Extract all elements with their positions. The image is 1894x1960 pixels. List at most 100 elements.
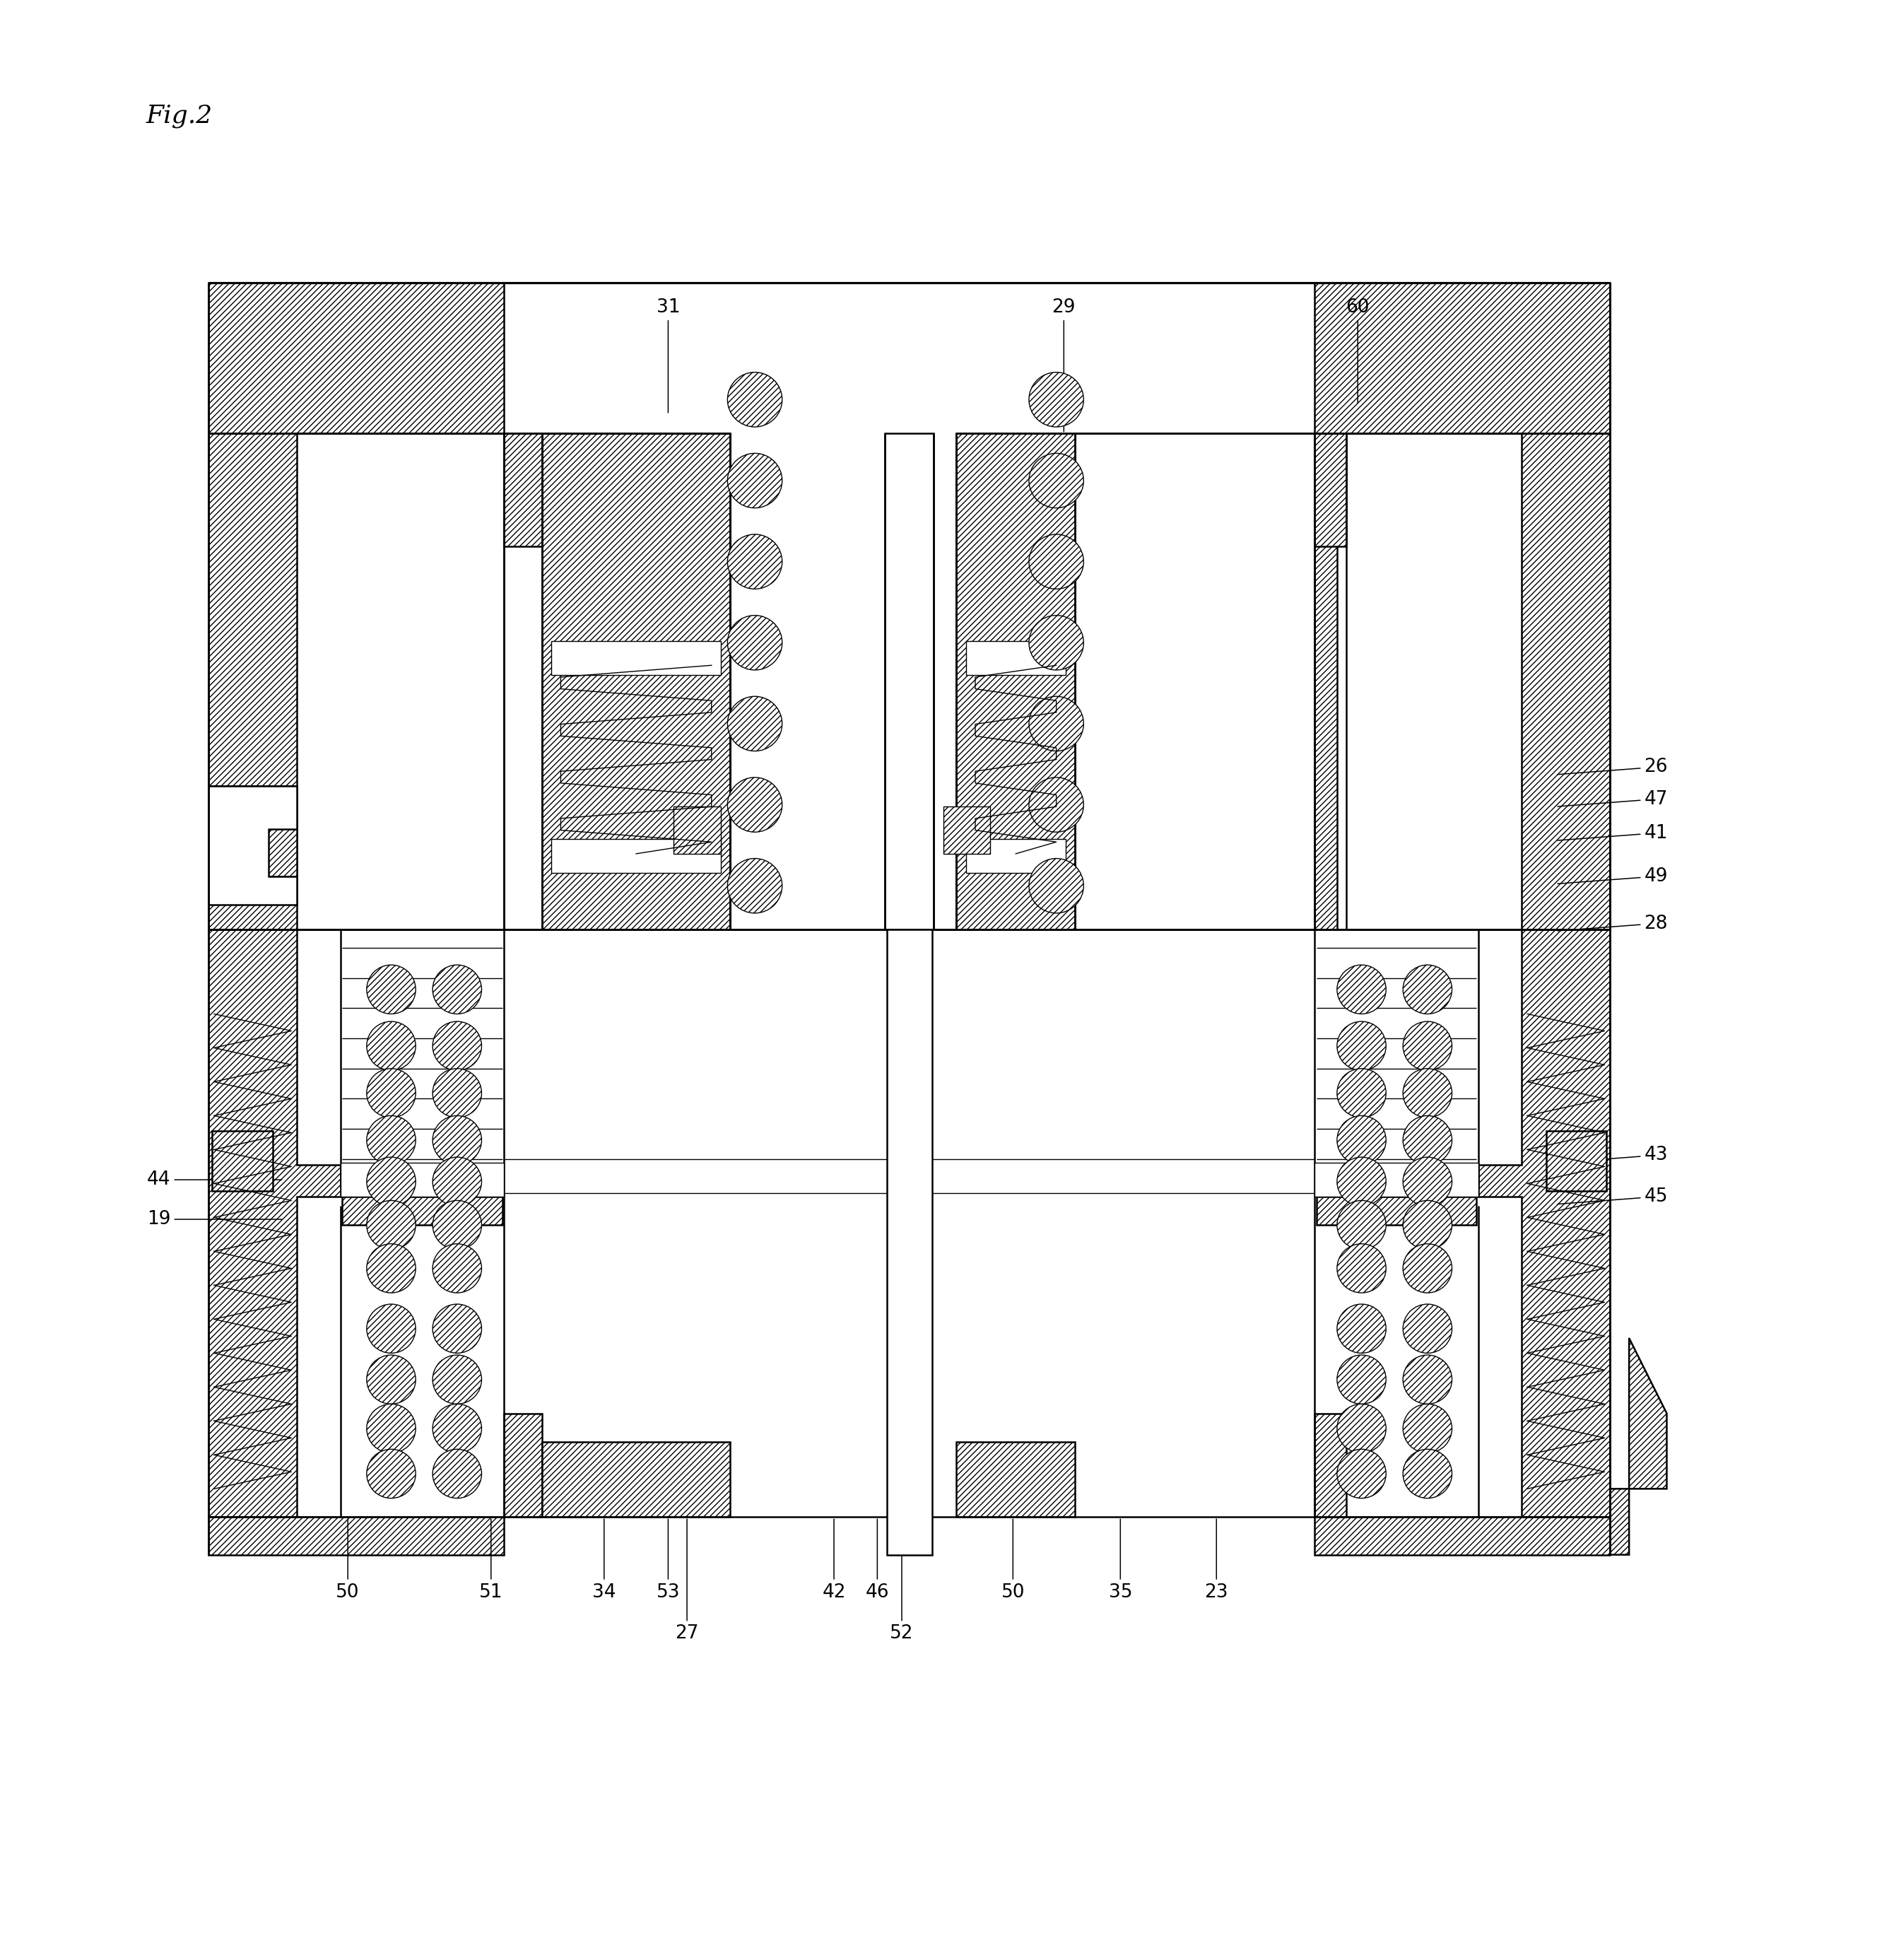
Bar xyxy=(208,282,1610,1517)
Bar xyxy=(208,786,297,876)
Circle shape xyxy=(432,1245,481,1294)
Bar xyxy=(341,1162,504,1198)
Circle shape xyxy=(1337,1021,1386,1070)
Circle shape xyxy=(1337,1403,1386,1452)
Circle shape xyxy=(727,858,782,913)
Circle shape xyxy=(1403,1403,1453,1452)
Circle shape xyxy=(1403,1303,1453,1352)
Circle shape xyxy=(1337,1068,1386,1117)
Circle shape xyxy=(1403,1200,1453,1249)
Bar xyxy=(956,433,1076,929)
Circle shape xyxy=(1028,778,1083,833)
Text: 53: 53 xyxy=(657,1519,680,1601)
Text: 49: 49 xyxy=(1557,866,1669,886)
Circle shape xyxy=(1337,1303,1386,1352)
Polygon shape xyxy=(1314,1517,1610,1554)
Circle shape xyxy=(367,1200,415,1249)
Bar xyxy=(542,1443,731,1517)
Bar xyxy=(504,433,731,929)
Polygon shape xyxy=(1314,282,1610,929)
Bar xyxy=(966,839,1066,872)
Circle shape xyxy=(1337,1156,1386,1205)
Text: 47: 47 xyxy=(1557,790,1669,808)
Bar xyxy=(1316,1198,1477,1225)
Circle shape xyxy=(1403,964,1453,1013)
Text: 60: 60 xyxy=(1347,298,1369,404)
Circle shape xyxy=(367,1068,415,1117)
Circle shape xyxy=(1028,615,1083,670)
Bar xyxy=(886,929,932,1554)
Bar xyxy=(1076,433,1314,929)
Circle shape xyxy=(367,964,415,1013)
Text: 52: 52 xyxy=(890,1519,913,1642)
Bar xyxy=(943,808,991,855)
Polygon shape xyxy=(208,929,341,1517)
Text: 42: 42 xyxy=(822,1519,847,1601)
Circle shape xyxy=(367,1303,415,1352)
Circle shape xyxy=(432,1354,481,1403)
Text: 51: 51 xyxy=(479,1519,504,1601)
Circle shape xyxy=(727,615,782,670)
Circle shape xyxy=(1403,1021,1453,1070)
Polygon shape xyxy=(1479,929,1610,1517)
Circle shape xyxy=(1028,372,1083,427)
Circle shape xyxy=(1403,1068,1453,1117)
Bar xyxy=(966,641,1066,674)
Circle shape xyxy=(1403,1245,1453,1294)
Text: 28: 28 xyxy=(1557,913,1669,933)
Circle shape xyxy=(1028,696,1083,751)
Bar xyxy=(1314,1413,1347,1517)
Bar xyxy=(343,1198,502,1225)
Circle shape xyxy=(727,372,782,427)
Circle shape xyxy=(1337,964,1386,1013)
Circle shape xyxy=(1337,1448,1386,1497)
Circle shape xyxy=(1337,1200,1386,1249)
Text: 26: 26 xyxy=(1557,759,1669,776)
Bar xyxy=(551,641,722,674)
Circle shape xyxy=(432,1403,481,1452)
Circle shape xyxy=(1337,1354,1386,1403)
Text: 41: 41 xyxy=(1557,823,1669,843)
Bar xyxy=(956,1443,1076,1517)
Circle shape xyxy=(367,1448,415,1497)
Circle shape xyxy=(1403,1448,1453,1497)
Text: 23: 23 xyxy=(1205,1519,1229,1601)
Circle shape xyxy=(1403,1115,1453,1164)
Circle shape xyxy=(432,1156,481,1205)
Circle shape xyxy=(432,1068,481,1117)
Bar xyxy=(1546,1131,1606,1192)
Circle shape xyxy=(727,778,782,833)
Circle shape xyxy=(432,1200,481,1249)
Circle shape xyxy=(727,453,782,508)
Text: 45: 45 xyxy=(1557,1188,1669,1205)
Text: 43: 43 xyxy=(1557,1147,1669,1164)
Circle shape xyxy=(1337,1115,1386,1164)
Text: 19: 19 xyxy=(148,1209,282,1229)
Bar xyxy=(212,1131,273,1192)
Bar xyxy=(884,433,934,929)
Circle shape xyxy=(1028,535,1083,588)
Circle shape xyxy=(727,696,782,751)
Bar xyxy=(956,433,1337,929)
Circle shape xyxy=(432,1021,481,1070)
Polygon shape xyxy=(1610,1339,1667,1554)
Text: 35: 35 xyxy=(1108,1519,1133,1601)
Bar xyxy=(1076,433,1314,929)
Circle shape xyxy=(367,1403,415,1452)
Circle shape xyxy=(367,1354,415,1403)
Circle shape xyxy=(367,1156,415,1205)
Circle shape xyxy=(432,964,481,1013)
Circle shape xyxy=(1028,453,1083,508)
Bar xyxy=(542,433,589,929)
Bar xyxy=(542,433,731,929)
Circle shape xyxy=(1337,1245,1386,1294)
Bar xyxy=(1314,433,1347,547)
Bar xyxy=(504,433,542,547)
Bar xyxy=(1314,433,1347,929)
Circle shape xyxy=(727,535,782,588)
Circle shape xyxy=(1403,1354,1453,1403)
Text: 31: 31 xyxy=(657,298,680,414)
Text: 27: 27 xyxy=(674,1519,699,1642)
Polygon shape xyxy=(208,786,297,906)
Text: 29: 29 xyxy=(1051,298,1076,431)
